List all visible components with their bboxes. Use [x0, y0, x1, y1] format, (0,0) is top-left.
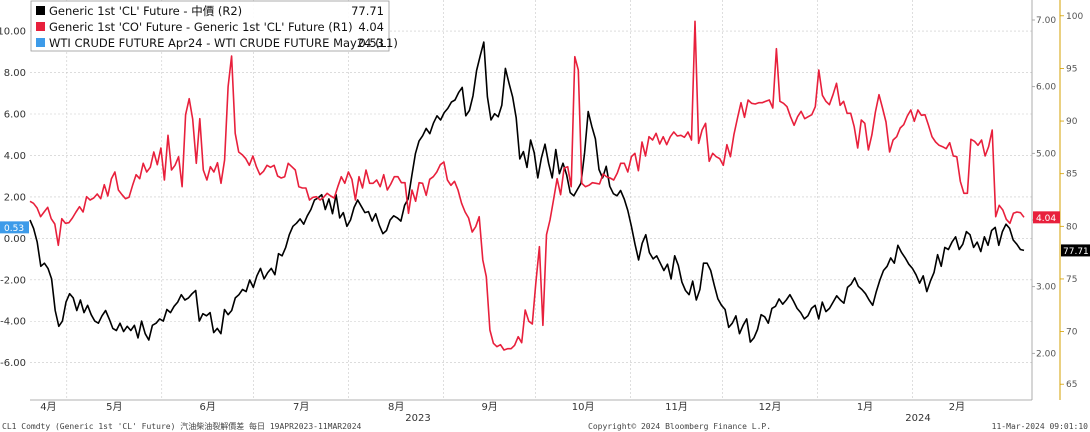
legend-entry-1: Generic 1st 'CO' Future - Generic 1st 'C…	[36, 20, 384, 34]
month-label: 11月	[665, 401, 688, 413]
legend-swatch-1	[36, 22, 45, 31]
month-label: 2月	[949, 401, 965, 413]
r1-tick-label: 2.00	[1036, 349, 1056, 359]
r1-last-value-text: 4.04	[1036, 214, 1056, 224]
legend-swatch-2	[36, 38, 45, 47]
r2-last-value-text: 77.71	[1063, 247, 1089, 257]
legend-value-0: 77.71	[351, 4, 384, 18]
r1-tick-label: 7.00	[1036, 16, 1056, 26]
r2-tick-label: 85	[1066, 170, 1077, 180]
left-tick-label: -2.00	[0, 275, 26, 286]
r1-tick-label: 3.00	[1036, 283, 1056, 293]
r1-tick-label: 6.00	[1036, 83, 1056, 93]
left-tick-label: 6.00	[4, 109, 26, 120]
month-label: 6月	[200, 401, 216, 413]
month-label: 1月	[857, 401, 873, 413]
r2-tick-label: 95	[1066, 64, 1077, 74]
month-label: 10月	[572, 401, 595, 413]
month-label: 12月	[759, 401, 782, 413]
month-label: 9月	[481, 401, 497, 413]
series-line-1	[29, 20, 1025, 351]
year-label: 2024	[905, 413, 930, 424]
footer-left: CL1 Comdty (Generic 1st 'CL' Future) 汽油柴…	[2, 421, 362, 431]
legend-label-1: Generic 1st 'CO' Future - Generic 1st 'C…	[49, 20, 353, 34]
x-axis: 4月 5月 6月 7月 8月 9月 10月 11月 12月 1月 2月 2023 2024	[40, 401, 965, 424]
r2-tick-label: 65	[1066, 380, 1077, 390]
legend-label-2: WTI CRUDE FUTURE Apr24 - WTI CRUDE FUTUR…	[49, 36, 398, 50]
left-last-value-tag	[0, 221, 29, 234]
r1-tick-label: 5.00	[1036, 149, 1056, 159]
left-tick-label: 8.00	[4, 68, 26, 79]
year-label: 2023	[405, 413, 430, 424]
left-tick-label: 10.00	[0, 27, 26, 38]
r2-tick-label: 75	[1066, 275, 1077, 285]
r1-last-value-tag	[1033, 211, 1060, 224]
r1-axis: 2.003.004.005.006.007.00	[1032, 16, 1056, 359]
month-label: 8月	[388, 401, 404, 413]
left-tick-label: 2.00	[4, 192, 26, 203]
r2-tick-label: 70	[1066, 328, 1078, 338]
footer-center: Copyright© 2024 Bloomberg Finance L.P.	[588, 422, 771, 431]
r2-axis: 65 70 75 80 85 90 95 100	[1060, 12, 1083, 390]
month-label: 5月	[106, 401, 122, 413]
r2-last-value-tag	[1061, 244, 1090, 257]
left-last-value-text: 0.53	[4, 224, 24, 234]
left-tick-label: 0.00	[4, 234, 26, 245]
series-line-0	[29, 41, 1025, 343]
r2-tick-label: 90	[1066, 117, 1078, 127]
legend-swatch-0	[36, 6, 45, 15]
legend-value-2: 0.53	[358, 36, 384, 50]
month-label: 4月	[40, 401, 56, 413]
month-label: 7月	[293, 401, 309, 413]
left-tick-label: -4.00	[0, 317, 26, 328]
gridlines	[30, 0, 1032, 400]
left-tick-label: 4.00	[4, 151, 26, 162]
r2-tick-label: 80	[1066, 222, 1078, 232]
left-tick-label: -6.00	[0, 358, 26, 369]
series-layer	[29, 20, 1025, 351]
legend-value-1: 4.04	[358, 20, 384, 34]
footer-right: 11-Mar-2024 09:01:10	[992, 422, 1089, 431]
legend-label-0: Generic 1st 'CL' Future - 中價 (R2)	[49, 4, 242, 18]
legend-box	[30, 0, 390, 52]
plot-area	[30, 0, 1032, 400]
last-value-tags: 0.53 4.04 77.71	[0, 211, 1090, 257]
legend-entry-0: Generic 1st 'CL' Future - 中價 (R2) 77.71	[36, 4, 384, 18]
left-axis: -6.00 -4.00 -2.00 0.00 2.00 4.00 6.00 8.00 10.00	[0, 27, 26, 370]
legend: Generic 1st 'CL' Future - 中價 (R2) 77.71 …	[30, 0, 398, 52]
legend-entry-2: WTI CRUDE FUTURE Apr24 - WTI CRUDE FUTUR…	[36, 36, 398, 50]
r2-tick-label: 100	[1066, 12, 1083, 22]
